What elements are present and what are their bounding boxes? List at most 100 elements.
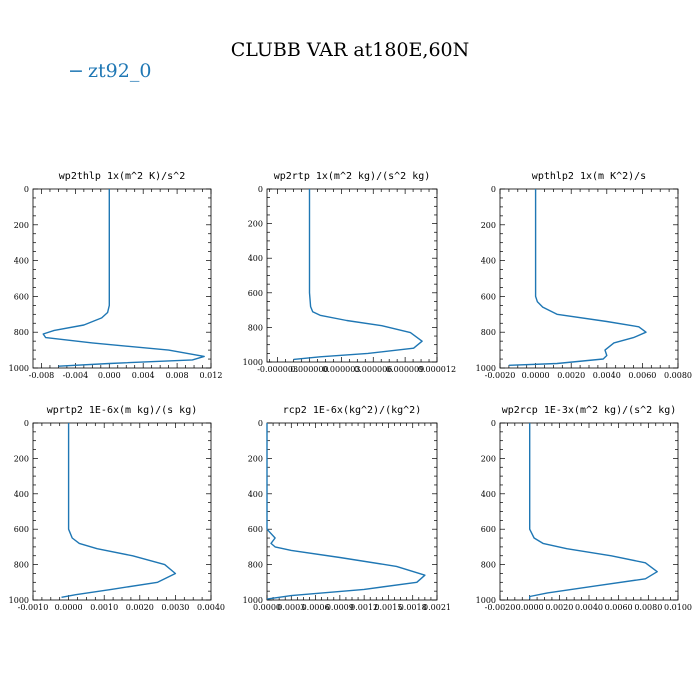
y-tick-label: 600 <box>481 525 496 534</box>
x-tick-label: 0.000006 <box>354 365 392 374</box>
y-tick-label: 0 <box>491 185 496 194</box>
x-tick-label: 0.0015 <box>374 603 402 612</box>
y-tick-label: 800 <box>248 561 263 570</box>
x-tick-label: 0.0080 <box>634 603 662 612</box>
y-tick-label: 400 <box>481 490 496 499</box>
x-tick-label: 0.0040 <box>197 603 225 612</box>
x-tick-label: 0.0021 <box>423 603 451 612</box>
y-tick-label: 400 <box>14 490 29 499</box>
y-tick-label: 800 <box>481 328 496 337</box>
y-tick-label: 1000 <box>9 364 29 373</box>
y-tick-label: 400 <box>248 254 263 263</box>
plot-frame <box>499 422 679 601</box>
y-tick-label: 1000 <box>476 364 496 373</box>
panel-title: rcp2 1E-6x(kg^2)/(kg^2) <box>283 405 421 416</box>
y-tick-label: 0 <box>258 419 263 428</box>
y-tick-label: 400 <box>14 257 29 266</box>
plot-frame <box>32 188 212 369</box>
y-tick-label: 1000 <box>476 596 496 605</box>
panel-5: rcp2 1E-6x(kg^2)/(kg^2) 0 200 400 600 800 1000… <box>243 405 451 612</box>
x-tick-label: 0.004 <box>132 371 155 380</box>
series-line-zt92_0 <box>42 189 205 367</box>
legend-label: zt92_0 <box>88 60 151 82</box>
panel-title: wp2thlp 1x(m^2 K)/s^2 <box>59 171 185 182</box>
y-tick-label: 800 <box>248 323 263 332</box>
y-tick-label: 800 <box>481 561 496 570</box>
y-tick-label: 400 <box>248 490 263 499</box>
panels: wp2thlp 1x(m^2 K)/s^202004006008001000-0… <box>9 171 692 612</box>
plot-frame <box>32 422 212 601</box>
chart-title: CLUBB VAR at180E,60N <box>231 39 470 61</box>
x-tick-label: 0.0020 <box>557 371 585 380</box>
x-tick-label: 0.0060 <box>605 603 633 612</box>
y-tick-label: 200 <box>248 454 263 463</box>
y-tick-label: 200 <box>14 221 29 230</box>
plot-frame <box>266 422 438 601</box>
x-tick-label: 0.000000 <box>290 365 328 374</box>
panel-title: wp2rcp 1E-3x(m^2 kg)/(s^2 kg) <box>502 405 677 416</box>
x-tick-label: 0.0030 <box>161 603 189 612</box>
panel-1: wp2thlp 1x(m^2 K)/s^202004006008001000-0… <box>9 171 223 380</box>
x-tick-label: 0.0000 <box>522 371 550 380</box>
x-tick-label: -0.0010 <box>18 603 49 612</box>
x-tick-label: 0.0020 <box>545 603 573 612</box>
panel-3: wpthlp2 1x(m K^2)/s 0 200 400 600 800 1000-0.0… <box>476 171 692 380</box>
y-tick-label: 800 <box>14 561 29 570</box>
y-tick-label: 0 <box>24 185 29 194</box>
panel-2: wp2rtp 1x(m^2 kg)/(s^2 kg) 0 200 400 600 800 1… <box>243 171 456 374</box>
series-line-zt92_0 <box>61 423 177 598</box>
y-tick-label: 0 <box>258 185 263 194</box>
panel-title: wp2rtp 1x(m^2 kg)/(s^2 kg) <box>274 171 431 182</box>
x-tick-label: 0.0040 <box>593 371 621 380</box>
x-tick-label: 0.0040 <box>575 603 603 612</box>
x-tick-label: -0.008 <box>29 371 55 380</box>
y-tick-label: 200 <box>248 220 263 229</box>
x-tick-label: 0.000003 <box>322 365 360 374</box>
y-tick-label: 1000 <box>243 596 263 605</box>
y-tick-label: 0 <box>24 419 29 428</box>
legend: − zt92_0 <box>68 60 151 82</box>
x-tick-label: 0.0006 <box>302 603 330 612</box>
y-tick-label: 200 <box>481 454 496 463</box>
x-tick-label: -0.000003 <box>257 365 298 374</box>
plot-frame <box>266 188 438 363</box>
x-tick-label: 0.000009 <box>386 365 424 374</box>
series-line-zt92_0 <box>293 189 423 361</box>
y-tick-label: 800 <box>14 328 29 337</box>
series-line-zt92_0 <box>508 189 647 366</box>
x-tick-label: 0.0003 <box>277 603 305 612</box>
x-tick-label: 0.0000 <box>55 603 83 612</box>
x-tick-label: 0.0000 <box>516 603 544 612</box>
y-tick-label: 200 <box>481 221 496 230</box>
plot-frame <box>499 188 679 369</box>
y-tick-label: 600 <box>481 292 496 301</box>
x-tick-label: 0.0009 <box>326 603 354 612</box>
y-tick-label: 1000 <box>243 358 263 367</box>
y-tick-label: 600 <box>14 525 29 534</box>
x-tick-label: 0.012 <box>200 371 223 380</box>
x-tick-label: -0.0020 <box>485 603 516 612</box>
x-tick-label: 0.0080 <box>664 371 692 380</box>
x-tick-label: -0.0020 <box>485 371 516 380</box>
x-tick-label: 0.000012 <box>418 365 456 374</box>
y-tick-label: 1000 <box>9 596 29 605</box>
x-tick-label: 0.000 <box>98 371 121 380</box>
y-tick-label: 600 <box>248 289 263 298</box>
series-line-zt92_0 <box>266 423 426 600</box>
x-tick-label: 0.008 <box>166 371 189 380</box>
x-tick-label: 0.0000 <box>253 603 281 612</box>
x-tick-label: -0.004 <box>63 371 89 380</box>
y-tick-label: 400 <box>481 257 496 266</box>
x-tick-label: 0.0018 <box>399 603 427 612</box>
y-tick-label: 600 <box>248 525 263 534</box>
x-tick-label: 0.0020 <box>126 603 154 612</box>
panel-4: wprtp2 1E-6x(m kg)/(s kg) 0 200 400 600 800 10… <box>9 405 225 612</box>
x-tick-label: 0.0100 <box>664 603 692 612</box>
panel-title: wpthlp2 1x(m K^2)/s <box>532 171 646 182</box>
y-tick-label: 600 <box>14 292 29 301</box>
panel-title: wprtp2 1E-6x(m kg)/(s kg) <box>47 405 198 416</box>
x-tick-label: 0.0060 <box>628 371 656 380</box>
x-tick-label: 0.0012 <box>350 603 378 612</box>
x-tick-label: 0.0010 <box>90 603 118 612</box>
